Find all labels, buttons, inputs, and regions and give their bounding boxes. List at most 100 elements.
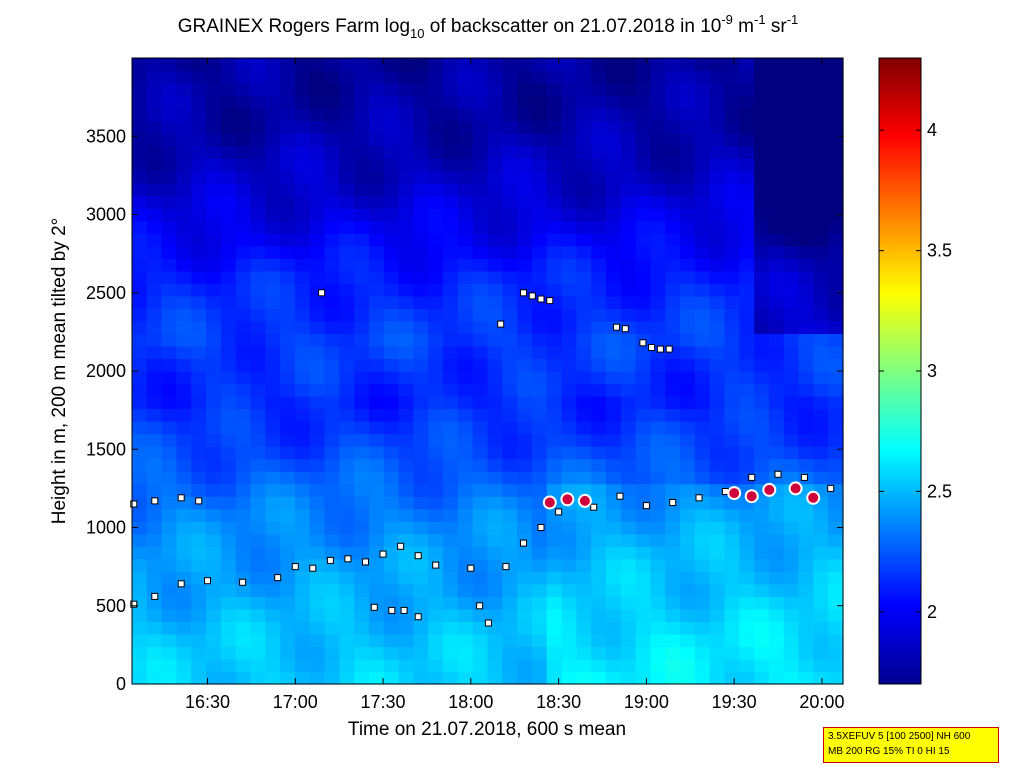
heatmap-cell [235, 596, 252, 610]
heatmap-cell [606, 108, 622, 122]
heatmap-cell [324, 58, 340, 72]
heatmap-cell [294, 646, 311, 660]
heatmap-cell [132, 208, 148, 222]
heatmap-cell [472, 646, 489, 660]
heatmap-cell [324, 108, 340, 122]
heatmap-cell [206, 608, 222, 622]
heatmap-cell [398, 158, 415, 172]
heatmap-cell [443, 496, 459, 510]
heatmap-cell [132, 233, 148, 247]
heatmap-cell [369, 408, 385, 422]
heatmap-cell [369, 583, 385, 597]
heatmap-cell [517, 446, 533, 460]
heatmap-cell [235, 283, 252, 297]
heatmap-cell [487, 183, 503, 197]
heatmap-cell [754, 571, 770, 585]
heatmap-cell [428, 308, 444, 322]
heatmap-cell [768, 396, 785, 410]
heatmap-cell [517, 396, 533, 410]
heatmap-cell [813, 283, 829, 297]
heatmap-cell [650, 108, 666, 122]
heatmap-cell [339, 396, 355, 410]
heatmap-cell [176, 195, 192, 209]
heatmap-cell [294, 496, 311, 510]
heatmap-cell [561, 596, 577, 610]
heatmap-cell [413, 408, 429, 422]
heatmap-cell [294, 433, 311, 447]
heatmap-cell [739, 608, 755, 622]
heatmap-cell [413, 446, 429, 460]
heatmap-cell [487, 508, 503, 522]
heatmap-cell [294, 120, 311, 134]
heatmap-cell [650, 421, 666, 435]
heatmap-cell [517, 521, 533, 535]
heatmap-cell [220, 170, 237, 184]
heatmap-cell [517, 258, 533, 272]
heatmap-cell [546, 383, 563, 397]
heatmap-cell [680, 345, 696, 360]
heatmap-cell [309, 258, 326, 272]
heatmap-cell [650, 270, 666, 284]
heatmap-cell [768, 58, 785, 72]
layer-marker [665, 345, 673, 353]
heatmap-cell [176, 145, 192, 159]
heatmap-cell [191, 571, 207, 585]
heatmap-cell [161, 245, 178, 259]
heatmap-cell [354, 433, 370, 447]
heatmap-cell [768, 270, 785, 284]
heatmap-cell [428, 258, 444, 272]
heatmap-cell [457, 70, 474, 84]
heatmap-cell [680, 170, 696, 184]
heatmap-cell [561, 108, 577, 122]
heatmap-cell [235, 396, 252, 410]
heatmap-cell [309, 120, 326, 134]
heatmap-cell [694, 258, 711, 272]
heatmap-cell [694, 170, 711, 184]
heatmap-cell [635, 458, 652, 472]
heatmap-cell [754, 295, 770, 309]
heatmap-cell [709, 521, 726, 535]
heatmap-cell [413, 133, 429, 147]
heatmap-cell [754, 583, 770, 597]
heatmap-cell [754, 646, 770, 660]
heatmap-cell [828, 270, 844, 284]
heatmap-cell [591, 608, 607, 622]
heatmap-cell [324, 371, 340, 385]
heatmap-cell [828, 145, 844, 159]
heatmap-cell [576, 308, 592, 322]
heatmap-cell [443, 596, 459, 610]
heatmap-cell [828, 345, 844, 360]
heatmap-cell [606, 646, 622, 660]
heatmap-cell [176, 508, 192, 522]
heatmap-cell [413, 320, 429, 335]
heatmap-cell [398, 58, 415, 72]
heatmap-cell [398, 95, 415, 109]
heatmap-cell [428, 383, 444, 397]
heatmap-cell [132, 621, 148, 635]
heatmap-cell [220, 183, 237, 197]
heatmap-cell [383, 596, 400, 610]
heatmap-cell [443, 270, 459, 284]
heatmap-cell [339, 571, 355, 585]
y-tick-label: 0 [116, 674, 126, 694]
settings-info-box: 3.5XEFUV 5 [100 2500] NH 600 MB 200 RG 1… [823, 727, 999, 763]
heatmap-cell [620, 295, 637, 309]
heatmap-cell [546, 245, 563, 259]
heatmap-cell [531, 596, 548, 610]
heatmap-cell [561, 158, 577, 172]
heatmap-cell [754, 58, 770, 72]
heatmap-cell [354, 583, 370, 597]
heatmap-cell [591, 558, 607, 572]
heatmap-cell [206, 345, 222, 360]
heatmap-cell [369, 320, 385, 335]
heatmap-cell [768, 108, 785, 122]
heatmap-cell [472, 345, 489, 360]
heatmap-cell [369, 433, 385, 447]
heatmap-cell [576, 245, 592, 259]
heatmap-cell [220, 145, 237, 159]
heatmap-cell [176, 596, 192, 610]
heatmap-cell [220, 446, 237, 460]
heatmap-cell [413, 195, 429, 209]
heatmap-cell [517, 546, 533, 560]
heatmap-cell [591, 483, 607, 497]
